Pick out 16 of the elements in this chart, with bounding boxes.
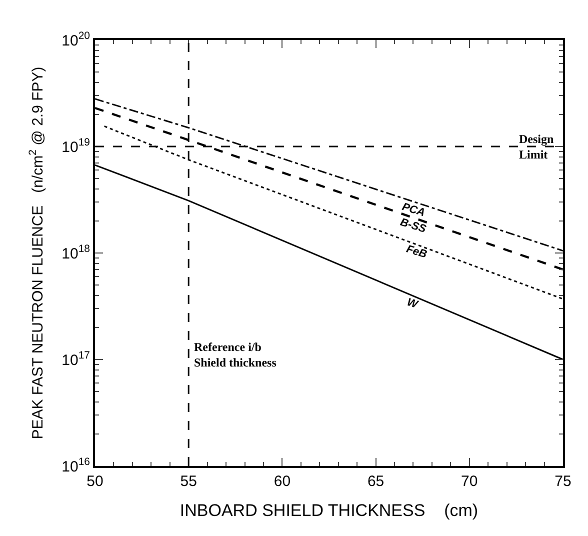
x-tick-label: 65 bbox=[367, 473, 384, 490]
x-axis-title: INBOARD SHIELD THICKNESS (cm) bbox=[180, 500, 478, 520]
y-tick-label: 10$^{19}$ bbox=[62, 136, 90, 156]
x-tick-label: 60 bbox=[274, 473, 291, 490]
text: FeB bbox=[404, 243, 428, 261]
x-tick-label: 55 bbox=[180, 473, 197, 490]
y-tick-label: 10$^{18}$ bbox=[62, 242, 90, 262]
y-tick-label: 10$^{16}$ bbox=[62, 456, 90, 476]
text: W bbox=[406, 296, 420, 312]
x-tick-label: 75 bbox=[554, 473, 572, 490]
x-tick-label: 50 bbox=[86, 473, 104, 490]
x-tick-label: 70 bbox=[461, 473, 478, 490]
ref-line-label: Reference i/b Shield thickness bbox=[194, 340, 277, 370]
y-tick-label: 10$^{20}$ bbox=[62, 30, 90, 50]
y-tick-label: 10$^{17}$ bbox=[62, 349, 90, 369]
ref-line-label: Design Limit bbox=[519, 132, 554, 162]
